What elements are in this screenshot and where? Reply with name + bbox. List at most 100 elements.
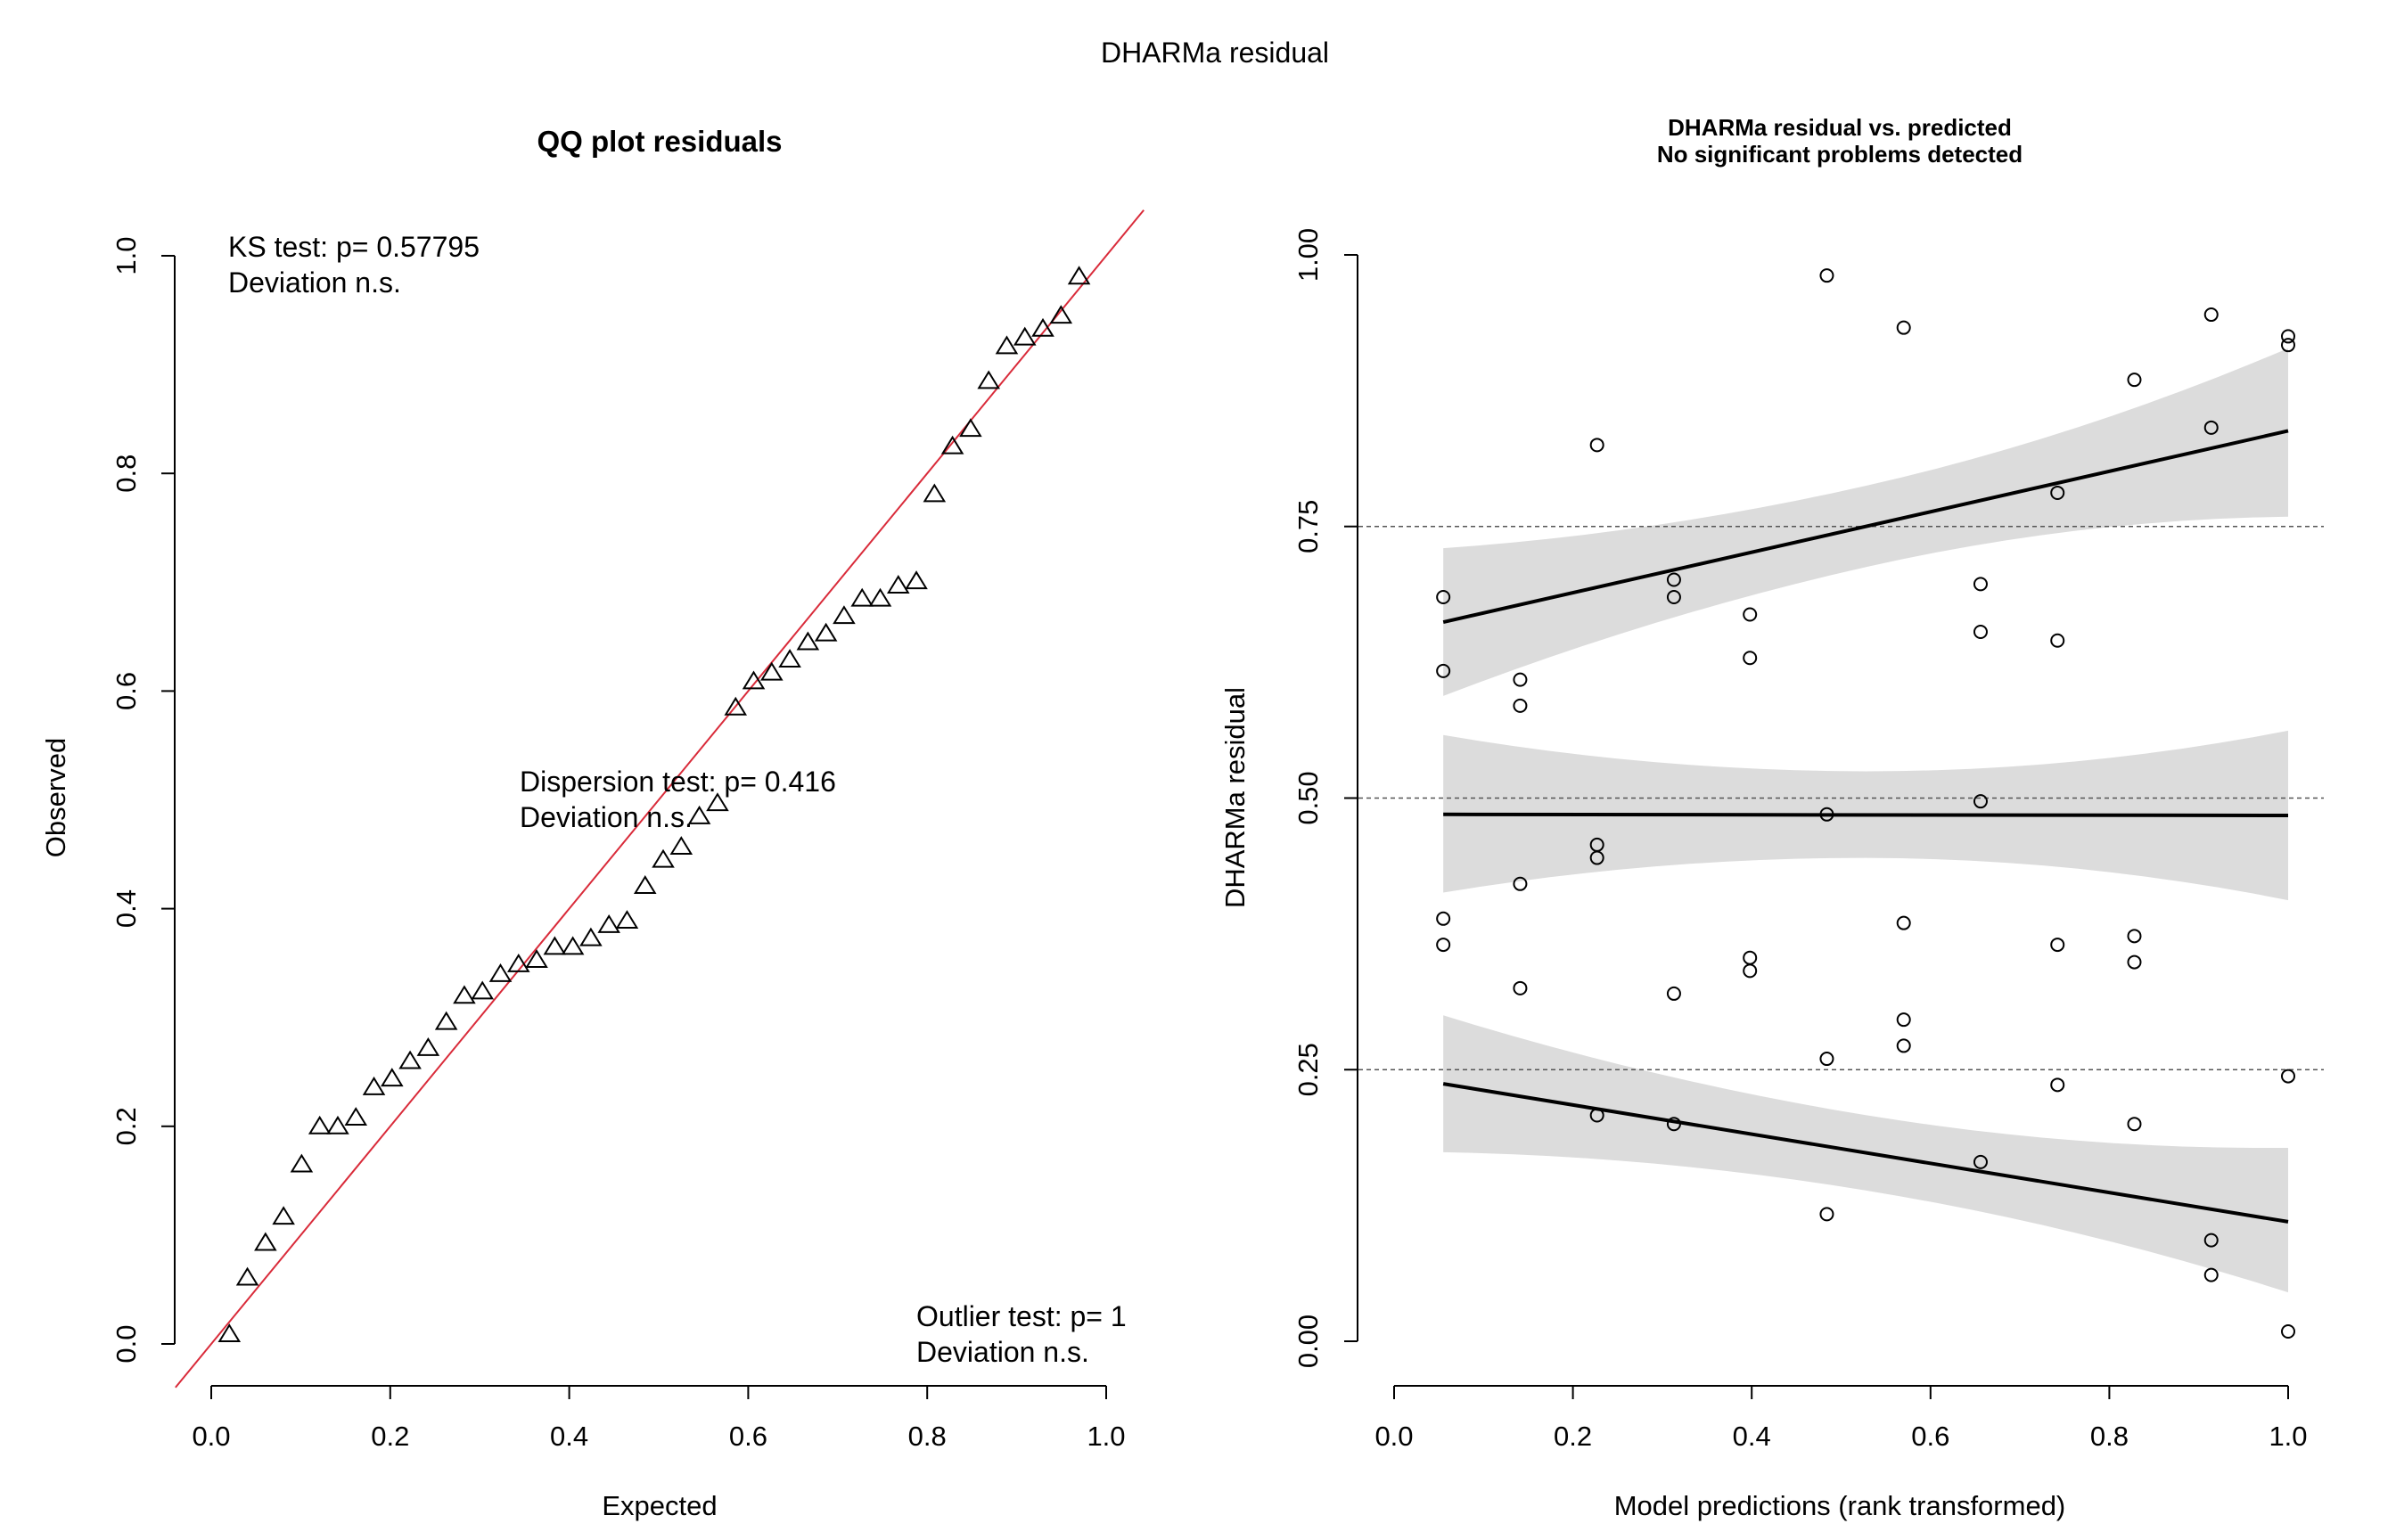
residual-point <box>1589 438 1604 453</box>
qq-point <box>724 696 748 716</box>
residual-point <box>1819 1052 1834 1067</box>
qq-point <box>579 927 603 946</box>
qq-y-tick-label: 0.8 <box>111 455 142 493</box>
residual-y-tick-label: 0.75 <box>1292 500 1324 553</box>
qq-point <box>434 1011 458 1030</box>
qq-point <box>488 962 513 982</box>
qq-point <box>471 980 494 1000</box>
residual-x-axis-label: Model predictions (rank transformed) <box>1614 1490 2066 1521</box>
qq-x-tick-label: 1.0 <box>1087 1421 1125 1452</box>
qq-point <box>525 949 548 968</box>
residual-point <box>2281 1069 2295 1084</box>
residual-point <box>2050 633 2065 648</box>
residual-point <box>1589 1108 1604 1123</box>
qq-point <box>217 1323 242 1343</box>
residual-point <box>1973 624 1988 639</box>
qq-point <box>850 587 874 607</box>
residual-point <box>1589 850 1604 865</box>
identity-reference-line <box>175 209 1145 1388</box>
outlier-test-result: Outlier test: p= 1 <box>916 1300 1127 1332</box>
residual-point <box>1973 1154 1988 1169</box>
qq-y-tick-label: 0.4 <box>111 889 142 928</box>
residual-x-tick-label: 0.8 <box>2090 1421 2129 1452</box>
qq-plot-title: QQ plot residuals <box>537 125 782 158</box>
residual-point <box>2050 1077 2065 1093</box>
qq-plot-panel: QQ plot residuals 0.0 0.2 0.4 0.6 0.8 1.0 0.0… <box>40 125 1145 1521</box>
qq-point <box>1013 326 1037 346</box>
qq-point <box>308 1115 332 1135</box>
dispersion-test-deviation: Deviation n.s. <box>520 801 693 833</box>
qq-point <box>615 910 639 930</box>
residual-point <box>1743 963 1758 979</box>
ks-test-deviation: Deviation n.s. <box>228 266 401 299</box>
residual-point <box>2127 373 2142 388</box>
qq-point <box>290 1153 314 1173</box>
qq-point <box>453 985 476 1004</box>
qq-y-tick-label: 0.0 <box>111 1324 142 1363</box>
residual-point <box>2281 1324 2295 1339</box>
residual-point <box>2281 329 2295 344</box>
residual-point <box>1896 1038 1911 1053</box>
residual-x-tick-label: 1.0 <box>2269 1421 2307 1452</box>
residual-point <box>1973 577 1988 592</box>
residual-point <box>1896 320 1911 335</box>
residual-point <box>2127 1117 2142 1132</box>
qq-point <box>796 631 820 651</box>
qq-point <box>923 483 947 503</box>
residual-point <box>1743 607 1758 622</box>
residual-plot-title: DHARMa residual vs. predicted <box>1668 114 2012 141</box>
qq-x-axis-label: Expected <box>602 1490 717 1521</box>
qq-y-tick-label: 1.0 <box>111 236 142 274</box>
quantile-fit-line <box>1442 429 2289 624</box>
qq-point <box>381 1068 404 1087</box>
residual-point <box>1513 980 1528 995</box>
qq-x-tick-label: 0.4 <box>550 1421 588 1452</box>
qq-x-tick-label: 0.0 <box>192 1421 230 1452</box>
qq-y-tick-label: 0.6 <box>111 672 142 710</box>
qq-plot-area <box>175 209 1145 1388</box>
residual-point <box>1973 794 1988 809</box>
qq-point <box>886 575 910 594</box>
outlier-test-deviation: Deviation n.s. <box>916 1336 1089 1368</box>
residual-plot-subtitle: No significant problems detected <box>1657 141 2023 168</box>
qq-x-tick-label: 0.8 <box>908 1421 947 1452</box>
quantile-band <box>1443 348 2288 696</box>
qq-y-axis-label: Observed <box>40 738 71 857</box>
qq-point <box>814 622 838 642</box>
residual-points <box>1436 268 2295 1339</box>
quantile-fit-line <box>1442 1082 2289 1224</box>
qq-point <box>1049 305 1073 324</box>
qq-point <box>326 1115 349 1135</box>
qq-point <box>868 587 892 607</box>
residual-point <box>1513 672 1528 687</box>
residual-point <box>1819 268 1834 283</box>
residual-x-tick-label: 0.6 <box>1911 1421 1949 1452</box>
qq-point <box>977 370 1000 389</box>
qq-point <box>687 805 711 824</box>
residual-point <box>1513 876 1528 891</box>
residual-y-tick-label: 1.00 <box>1292 228 1324 282</box>
residual-point <box>1666 589 1681 604</box>
residual-point <box>2127 929 2142 944</box>
quantile-regression-lines <box>1442 429 2289 1224</box>
residual-point <box>1896 915 1911 930</box>
residual-point <box>1513 698 1528 713</box>
residual-point <box>2203 420 2219 435</box>
qq-point <box>543 936 567 955</box>
qq-point <box>1031 317 1054 337</box>
qq-point <box>506 953 530 972</box>
residual-point <box>1436 911 1451 926</box>
qq-point <box>254 1232 277 1251</box>
ks-test-result: KS test: p= 0.57795 <box>228 231 480 263</box>
qq-point <box>652 848 675 868</box>
qq-point <box>760 661 784 681</box>
residual-point <box>2127 954 2142 970</box>
residual-point <box>1436 938 1451 953</box>
residual-point <box>2050 938 2065 953</box>
qq-y-axis: 0.0 0.2 0.4 0.6 0.8 1.0 <box>111 236 176 1364</box>
qq-point <box>959 418 982 438</box>
qq-x-tick-label: 0.6 <box>729 1421 767 1452</box>
qq-point <box>995 335 1019 355</box>
residual-point <box>2281 338 2295 353</box>
